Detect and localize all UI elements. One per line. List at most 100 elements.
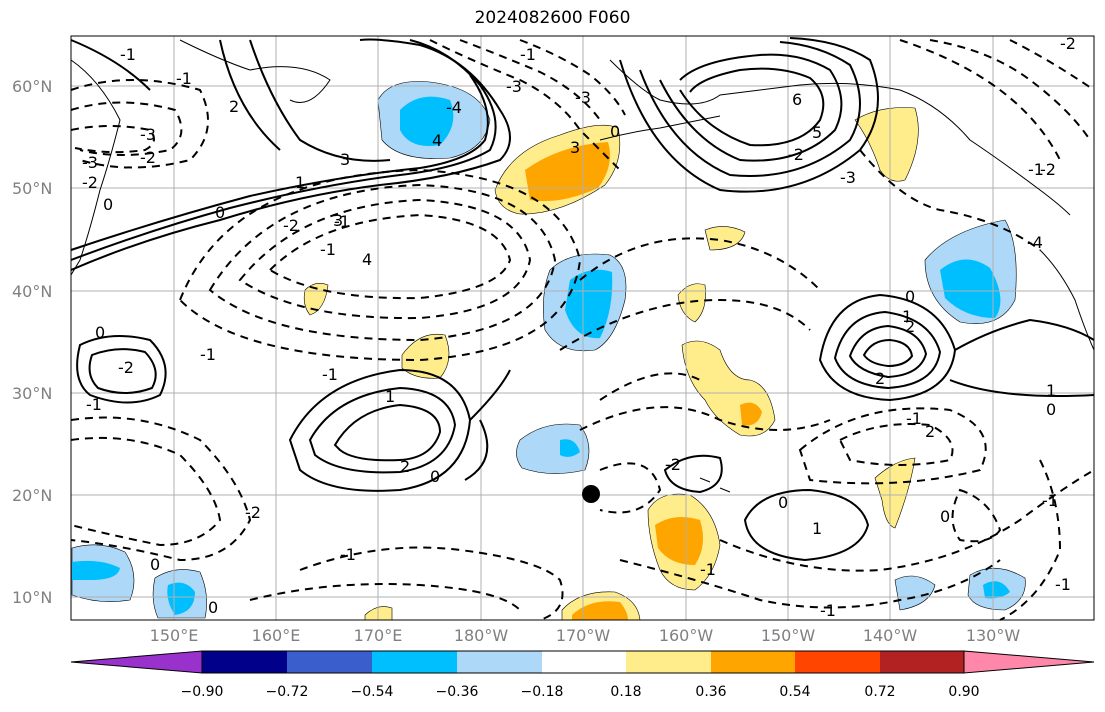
colorbar-tick-label: 0.72 [864, 684, 896, 700]
clabel: -1 [176, 69, 192, 88]
shade-yellow-5 [401, 333, 450, 379]
dcontour-gulf-2 [929, 39, 1091, 141]
lat-label: 50°N [12, 179, 53, 198]
clabel: 0 [940, 507, 950, 526]
clabel: 1 [295, 173, 305, 192]
clabel: 0 [778, 493, 788, 512]
shade-yellow-9 [874, 457, 916, 529]
clabel: 5 [812, 123, 822, 142]
lat-label: 20°N [12, 486, 53, 505]
dcontour-mid-1 [579, 237, 821, 291]
clabel: 1 [385, 387, 395, 406]
clabel: -1 [906, 409, 922, 428]
colorbar-tick-label: 0.18 [610, 684, 642, 700]
shade-blue-7 [894, 575, 936, 611]
clabel: -1 [322, 365, 338, 384]
colorbar-tick-label: 0.54 [779, 684, 811, 700]
clabel: 3 [340, 150, 350, 169]
contour-jet-2 [70, 39, 497, 261]
lon-label: 160°W [658, 626, 714, 645]
contour-west-high-2 [308, 386, 457, 474]
dcontour-west-low-2 [70, 436, 222, 547]
shade-cyan-8 [983, 581, 1010, 599]
dashed-contours [70, 39, 1095, 621]
lon-label: 140°W [862, 626, 918, 645]
colorbar [70, 650, 1095, 674]
contour-sw-high [76, 335, 167, 404]
coast-alaska [609, 59, 1071, 216]
lat-label: 40°N [12, 282, 53, 301]
contour-east-ring [949, 318, 1095, 397]
gridlines [71, 36, 1094, 620]
shade-orange-1 [525, 142, 611, 202]
clabel: 2 [925, 422, 935, 441]
clabel: -2 [245, 503, 261, 522]
contour-west-high-3 [333, 403, 442, 462]
colorbar-tick-label: 0.36 [695, 684, 727, 700]
negative-shading [71, 81, 1026, 619]
colorbar-segment [711, 651, 795, 673]
clabel: 0 [208, 598, 218, 617]
colorbar-segment [457, 651, 542, 673]
clabel: -2 [1040, 160, 1056, 179]
shade-cyan-5 [72, 560, 120, 580]
clabel: -2 [118, 358, 134, 377]
dcontour-aleutian-2 [459, 39, 601, 121]
contour-east-high-3 [848, 324, 928, 379]
clabel: 4 [362, 250, 372, 269]
clabel: -1 [320, 240, 336, 259]
coastlines [70, 39, 1095, 493]
lon-label: 180°W [453, 626, 509, 645]
contour-west-ring [464, 369, 511, 481]
clabel: -1 [120, 45, 136, 64]
colorbar-segment [202, 651, 287, 673]
clabel: 2 [229, 97, 239, 116]
dcontour-gulf-3 [1009, 39, 1095, 91]
contour-east-high-2 [833, 310, 942, 390]
clabel: 2 [400, 457, 410, 476]
shade-orange-10 [572, 601, 628, 620]
contour-hawaii-ring [663, 454, 723, 494]
colorbar-segment [795, 651, 880, 673]
dcontour-gulf-1 [899, 39, 1061, 161]
dcontour-north-low-2 [70, 101, 183, 156]
dcontour-central-low-2 [238, 198, 532, 320]
clabel: -2 [665, 455, 681, 474]
dcontour-central-low-4 [178, 168, 582, 362]
colorbar-tick-label: −0.90 [180, 684, 224, 700]
contour-sw-high-2 [88, 348, 157, 394]
clabel: 3 [570, 138, 580, 157]
contour-jet-5 [219, 39, 281, 151]
clabel: -4 [446, 98, 462, 117]
dcontour-north-low-3 [70, 125, 155, 154]
clabel: 0 [150, 555, 160, 574]
dcontour-east-5 [951, 488, 1002, 543]
lat-label: 30°N [12, 384, 53, 403]
colorbar-tick-label: −0.36 [435, 684, 479, 700]
colorbar-extend-high [963, 650, 1095, 674]
clabel: 0 [215, 203, 225, 222]
coast-kamchatka [70, 59, 121, 276]
colorbar-frame [201, 650, 965, 674]
clabel: 6 [792, 90, 802, 109]
contour-east-high-4 [862, 338, 914, 368]
contour-alaska-high-3 [659, 53, 843, 162]
contour-alaska-high-4 [679, 67, 825, 147]
coast-aleutians [599, 115, 721, 141]
dcontour-south-4 [719, 469, 1095, 572]
dcontour-east-low-2 [798, 407, 987, 485]
dcontour-west-low-1 [70, 416, 252, 562]
clabel: -1 [86, 395, 102, 414]
dcontour-hawaii [599, 462, 662, 514]
lat-label: 10°N [12, 588, 53, 607]
shade-yellow-3 [704, 226, 746, 251]
colorbar-tick-label: 0.90 [948, 684, 980, 700]
clabel: -2 [82, 173, 98, 192]
clabel: 2 [905, 317, 915, 336]
map-title: 2024082600 F060 [474, 8, 631, 28]
clabel: -1 [1042, 491, 1058, 510]
clabel: 0 [1046, 400, 1056, 419]
lon-label: 150°E [149, 626, 199, 645]
dcontour-aleutian-1 [429, 39, 621, 171]
